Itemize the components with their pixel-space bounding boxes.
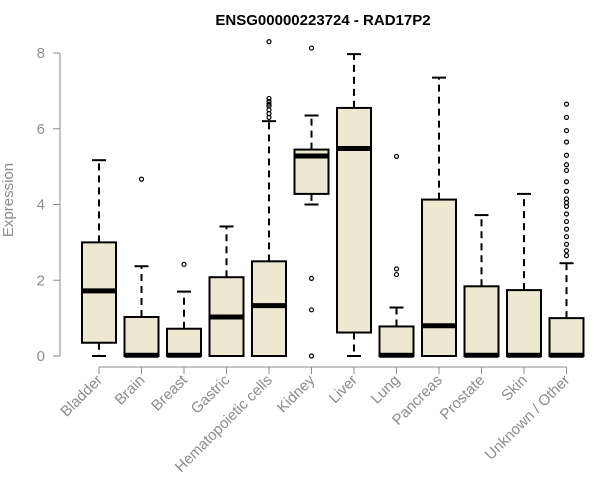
box-iqr <box>336 106 372 334</box>
x-tick-label: Brain <box>112 372 149 409</box>
box-unknown-other <box>548 101 585 358</box>
outlier-point <box>308 45 315 51</box>
outlier-point <box>308 353 315 359</box>
outlier-point <box>563 241 570 247</box>
outlier-point <box>563 203 570 209</box>
box-gastric <box>208 225 245 357</box>
y-axis: 0 2 4 6 8 <box>37 45 61 365</box>
x-tick-label: Skin <box>498 372 531 405</box>
outlier-point <box>308 307 315 313</box>
x-tick-label: Bladder <box>57 372 106 421</box>
box-iqr <box>506 289 542 357</box>
box-iqr <box>251 260 287 357</box>
outlier-point <box>266 98 272 105</box>
box-pancreas <box>421 76 457 357</box>
y-tick-label: 8 <box>37 45 45 62</box>
box-skin <box>506 192 542 358</box>
x-tick-label: Lung <box>368 372 404 408</box>
outlier-point <box>563 226 570 232</box>
x-tick-label: Liver <box>326 372 361 407</box>
outlier-point <box>393 266 400 272</box>
outlier-point <box>563 162 570 168</box>
outlier-point <box>563 114 570 120</box>
outlier-point <box>563 139 570 145</box>
y-axis-label: Expression <box>0 163 17 237</box>
y-tick-label: 6 <box>37 121 45 138</box>
outlier-point <box>563 167 570 174</box>
box-hematopoietic-cells <box>251 39 287 357</box>
outlier-point <box>563 101 570 107</box>
outlier-point <box>563 234 570 240</box>
outlier-point <box>563 179 570 185</box>
box-iqr <box>463 285 500 357</box>
chart-title: ENSG00000223724 - RAD17P2 <box>215 12 430 29</box>
y-tick-label: 4 <box>37 197 45 214</box>
outlier-point <box>563 152 570 158</box>
outlier-point <box>563 188 570 194</box>
outlier-point <box>563 211 570 217</box>
box-iqr <box>166 327 202 358</box>
outlier-point <box>563 253 570 259</box>
y-tick-label: 2 <box>37 272 45 289</box>
outlier-point <box>308 275 315 281</box>
box-iqr <box>378 325 415 357</box>
box-prostate <box>463 214 500 358</box>
box-brain <box>123 176 160 358</box>
box-kidney <box>293 45 330 359</box>
outlier-point <box>563 248 570 254</box>
box-liver <box>336 53 372 357</box>
x-tick-label: Kidney <box>274 371 319 416</box>
x-tick-label: Breast <box>148 371 191 414</box>
outlier-point <box>563 218 570 225</box>
outlier-point <box>266 95 272 102</box>
box-breast <box>166 261 202 358</box>
box-lung <box>378 153 415 358</box>
outlier-point <box>393 271 400 278</box>
outlier-point <box>393 153 400 159</box>
y-tick-label: 0 <box>37 348 45 365</box>
box-iqr <box>123 315 160 357</box>
boxes-group <box>81 39 585 359</box>
outlier-point <box>266 101 272 107</box>
box-iqr <box>548 317 585 357</box>
box-bladder <box>81 159 117 357</box>
outlier-point <box>563 128 570 134</box>
box-iqr <box>421 198 457 357</box>
outlier-point <box>266 39 272 45</box>
x-tick-label: Prostate <box>437 372 489 424</box>
outlier-point <box>138 176 145 182</box>
outlier-point <box>181 261 187 267</box>
